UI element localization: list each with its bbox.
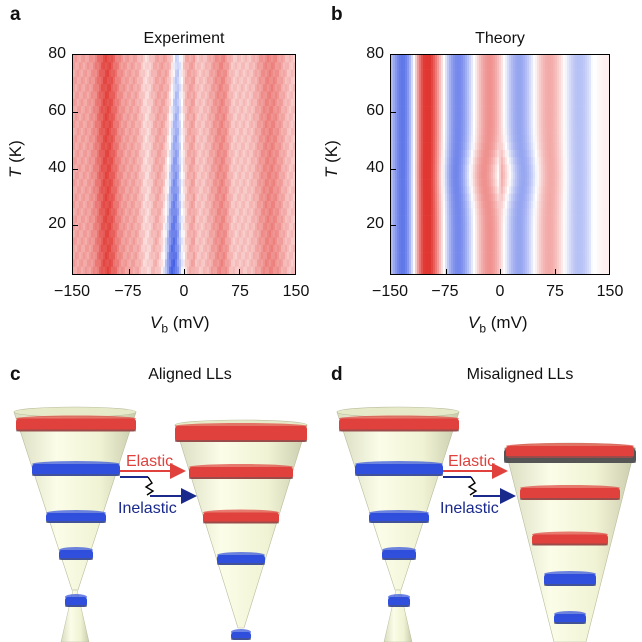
xtick-b-150: 150 bbox=[596, 283, 624, 300]
xtick-b-0: 0 bbox=[495, 283, 505, 300]
inelastic-label-d: Inelastic bbox=[440, 500, 499, 517]
elastic-label-c: Elastic bbox=[126, 453, 174, 470]
panel-letter-c: c bbox=[10, 364, 21, 385]
elastic-label-d: Elastic bbox=[448, 453, 496, 470]
experiment-heatmap bbox=[72, 54, 296, 275]
xtick-a-m150: −150 bbox=[53, 283, 91, 300]
panel-title-aligned: Aligned LLs bbox=[148, 366, 232, 383]
panel-letter-d: d bbox=[331, 364, 343, 385]
theory-heatmap-image bbox=[391, 55, 609, 274]
ytick-a-80: 80 bbox=[48, 45, 66, 62]
ytick-a-20: 20 bbox=[48, 215, 66, 232]
panel-letter-b: b bbox=[331, 4, 343, 25]
ytick-b-80: 80 bbox=[366, 45, 384, 62]
xtick-a-150: 150 bbox=[282, 283, 310, 300]
xtick-b-75: 75 bbox=[546, 283, 564, 300]
ytick-b-60: 60 bbox=[366, 102, 384, 119]
xlabel-b: Vb (mV) bbox=[468, 313, 528, 336]
inelastic-label-c: Inelastic bbox=[118, 500, 177, 517]
panel-title-experiment: Experiment bbox=[143, 30, 225, 47]
ytick-b-40: 40 bbox=[366, 159, 384, 176]
ylabel-a: T (K) bbox=[6, 140, 25, 178]
xtick-b-m150: −150 bbox=[371, 283, 409, 300]
panel-title-misaligned: Misaligned LLs bbox=[466, 366, 574, 383]
panel-letter-a: a bbox=[10, 4, 21, 25]
xtick-a-0: 0 bbox=[179, 283, 189, 300]
ytick-a-60: 60 bbox=[48, 102, 66, 119]
xtick-a-75: 75 bbox=[231, 283, 249, 300]
theory-heatmap bbox=[390, 54, 610, 275]
ytick-b-20: 20 bbox=[366, 215, 384, 232]
xtick-a-m75: −75 bbox=[114, 283, 142, 300]
xlabel-a: Vb (mV) bbox=[150, 313, 210, 336]
ytick-a-40: 40 bbox=[48, 159, 66, 176]
ylabel-b: T (K) bbox=[322, 140, 341, 178]
experiment-heatmap-image bbox=[73, 55, 295, 274]
panel-title-theory: Theory bbox=[475, 30, 525, 47]
xtick-b-m75: −75 bbox=[431, 283, 459, 300]
